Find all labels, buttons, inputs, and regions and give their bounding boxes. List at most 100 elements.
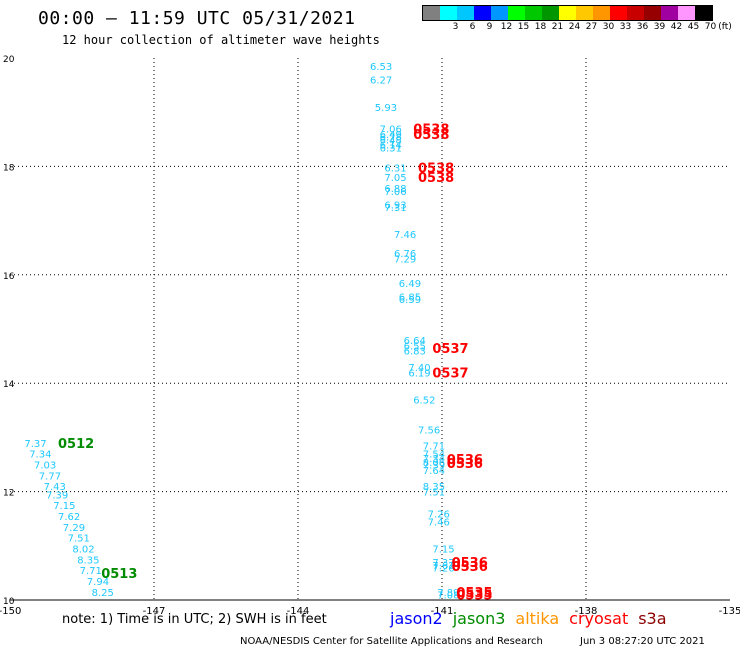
data-point-label: 8.25 xyxy=(92,588,114,599)
data-point-label: 7.64 xyxy=(423,466,445,477)
color-swatch xyxy=(525,6,542,20)
chart-title: 00:00 – 11:59 UTC 05/31/2021 xyxy=(38,8,356,29)
data-point-label: 7.43 xyxy=(44,482,66,493)
data-point-label: 7.15 xyxy=(53,501,75,512)
data-point-label: 7.77 xyxy=(39,471,61,482)
data-point-label: 7.34 xyxy=(29,450,51,461)
data-point-label: 8.35 xyxy=(423,482,445,493)
color-swatch xyxy=(423,6,440,20)
color-swatch xyxy=(457,6,474,20)
legend-item-cryosat: cryosat xyxy=(569,609,629,628)
color-swatch-label: 30 xyxy=(602,22,615,32)
generation-date: Jun 3 08:27:20 UTC 2021 xyxy=(580,636,705,647)
color-swatch xyxy=(661,6,678,20)
color-swatch-label: 12 xyxy=(500,22,513,32)
color-swatch-label: 42 xyxy=(670,22,683,32)
data-point-label: 6.49 xyxy=(380,130,402,141)
pass-time-label: 0536 xyxy=(447,457,483,472)
pass-time-label: 0535 xyxy=(456,589,492,604)
data-point-label: 6.76 xyxy=(394,249,416,260)
pass-time-label: 0512 xyxy=(58,437,94,452)
color-swatch-label: 9 xyxy=(486,22,493,32)
color-swatch xyxy=(508,6,525,20)
data-point-label: 7.39 xyxy=(46,490,68,501)
data-point-label: 6.31 xyxy=(384,163,406,174)
data-point-label: 6.14 xyxy=(380,141,402,152)
data-point-label: 7.29 xyxy=(394,255,416,266)
data-point-label: 6.93 xyxy=(384,200,406,211)
data-point-label: 7.46 xyxy=(428,517,450,528)
color-swatch xyxy=(610,6,627,20)
color-swatch-label: 6 xyxy=(469,22,476,32)
chart-subtitle: 12 hour collection of altimeter wave hei… xyxy=(62,33,380,47)
data-point-label: 7.51 xyxy=(423,488,445,499)
data-point-label: 7.40 xyxy=(408,363,430,374)
data-point-label: 7.62 xyxy=(58,512,80,523)
units-note: note: 1) Time is in UTC; 2) SWH is in fe… xyxy=(62,612,327,627)
color-swatch-label: 3 xyxy=(452,22,459,32)
data-point-label: 6.52 xyxy=(413,395,435,406)
color-swatch xyxy=(678,6,695,20)
data-point-label: 7.51 xyxy=(68,534,90,545)
color-swatch xyxy=(491,6,508,20)
data-point-label: 6.64 xyxy=(404,336,426,347)
color-swatch-label: 27 xyxy=(585,22,598,32)
legend-item-altika: altika xyxy=(515,609,560,628)
color-swatch xyxy=(644,6,661,20)
data-point-label: 7.39 xyxy=(423,461,445,472)
data-point-label: 6.88 xyxy=(384,184,406,195)
pass-time-label: 0537 xyxy=(432,366,468,381)
data-point-label: 7.46 xyxy=(394,230,416,241)
color-swatch xyxy=(576,6,593,20)
y-tick-label: 12 xyxy=(3,489,14,499)
color-swatch-label: 36 xyxy=(636,22,649,32)
color-swatch xyxy=(593,6,610,20)
legend-item-jason2: jason2 xyxy=(390,609,443,628)
data-point-label: 8.02 xyxy=(72,545,94,556)
x-tick-label: -144 xyxy=(287,606,310,617)
data-point-label: 7.06 xyxy=(380,124,402,135)
x-tick-label: -147 xyxy=(143,606,166,617)
data-point-label: 6.78 xyxy=(380,133,402,144)
credit-line: NOAA/NESDIS Center for Satellite Applica… xyxy=(240,636,543,647)
data-point-label: 7.94 xyxy=(87,577,109,588)
satellite-legend: jason2 jason3 altika cryosat s3a xyxy=(390,609,677,628)
color-swatch-label: 45 xyxy=(687,22,700,32)
data-point-label: 6.27 xyxy=(370,76,392,87)
data-point-label: 7.62 xyxy=(432,561,454,572)
color-swatch xyxy=(542,6,559,20)
data-point-label: 6.59 xyxy=(399,295,421,306)
data-point-label: 7.37 xyxy=(432,558,454,569)
data-point-label: 6.49 xyxy=(399,279,421,290)
data-point-label: 6.31 xyxy=(380,143,402,154)
x-tick-label: -135 xyxy=(719,606,740,617)
data-point-label: 7.54 xyxy=(423,450,445,461)
data-point-label: 7.26 xyxy=(428,509,450,520)
data-point-label: 6.53 xyxy=(370,62,392,73)
pass-time-label: 0536 xyxy=(452,560,488,575)
color-swatch xyxy=(559,6,576,20)
data-point-label: 7.56 xyxy=(418,425,440,436)
color-swatch-label: 39 xyxy=(653,22,666,32)
data-point-label: 5.93 xyxy=(375,103,397,114)
data-point-label: 8.35 xyxy=(77,555,99,566)
color-swatch xyxy=(695,6,712,20)
data-point-label: 6.85 xyxy=(399,292,421,303)
y-tick-label: 20 xyxy=(3,55,15,65)
color-swatch-label: 15 xyxy=(517,22,530,32)
data-point-label: 6.48 xyxy=(380,135,402,146)
color-swatch-label: 21 xyxy=(551,22,564,32)
x-tick-label: -138 xyxy=(575,606,598,617)
data-point-label: 7.06 xyxy=(384,187,406,198)
color-swatch xyxy=(627,6,644,20)
x-tick-label: -150 xyxy=(0,606,21,617)
data-point-label: 6.55 xyxy=(404,341,426,352)
color-swatch xyxy=(474,6,491,20)
data-point-label: 7.71 xyxy=(423,442,445,453)
legend-item-jason3: jason3 xyxy=(452,609,506,628)
data-point-label: 8.06 xyxy=(423,458,445,469)
data-point-label: 6.83 xyxy=(404,347,426,358)
data-point-label: 7.15 xyxy=(432,545,454,556)
pass-time-label: 0538 xyxy=(418,171,454,186)
